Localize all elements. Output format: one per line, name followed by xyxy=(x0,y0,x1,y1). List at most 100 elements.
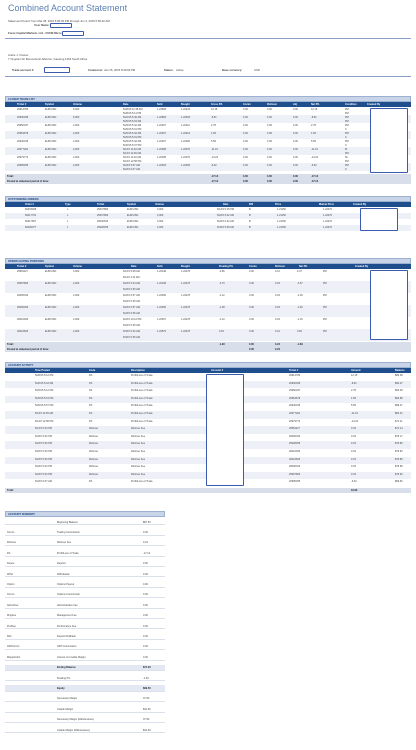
cell: EUR/USD xyxy=(45,164,57,167)
column-header: Amount xyxy=(351,369,361,373)
cell: 0.03 xyxy=(351,450,356,453)
cell: EUR/USD xyxy=(127,226,139,229)
cell: 0.00 xyxy=(293,116,298,119)
cell: B xyxy=(249,226,251,229)
cell: PM xyxy=(323,270,327,273)
summary-description: Equity xyxy=(57,686,65,690)
summary-row: Wthd Withdrawal 0.00 xyxy=(5,571,165,578)
summary-amount: 0.00 xyxy=(143,603,148,607)
cell: 1.22478 xyxy=(181,318,191,321)
cell: 1.22570 xyxy=(157,330,167,333)
summary-row: Necessary Margin (Maintenance) 37.50 xyxy=(5,717,165,723)
summary-amount: 0.00 xyxy=(143,655,148,659)
address-line: 7 Ongoles Str Broncohurst Alberton, Gaut… xyxy=(8,57,88,61)
cell: 2,000 xyxy=(73,156,80,159)
total-value: 0.00 xyxy=(249,343,254,346)
cell: L xyxy=(67,226,69,229)
closed-trade-row: 20979772 EUR/USD 2,000 6/1/15 11:02 AM 1.220… xyxy=(5,155,411,159)
column-header: Comm xyxy=(249,265,257,269)
closed-trade-row: 5/26/15 5:01 PM C xyxy=(5,135,411,139)
cell: 0.00 xyxy=(293,148,298,151)
cell: B xyxy=(249,220,251,223)
summary-row: Comm Options Commission 0.00 xyxy=(5,592,165,599)
cell: 1.22470 xyxy=(323,226,333,229)
cell: EUR/USD xyxy=(45,124,57,127)
total-value: -1.69 xyxy=(297,343,303,346)
cell: 2.78 xyxy=(351,389,356,393)
cell: 0.00 xyxy=(243,132,248,135)
open-position-row: 26024603 EUR/USD 2,000 6/3/15 5:42 AM 1.2257… xyxy=(5,329,411,335)
cell: $75.92 xyxy=(395,472,403,476)
cell: C xyxy=(345,144,347,147)
column-header: Symbol xyxy=(45,103,55,107)
closed-trade-row: 5/26/15 5:01 PM C xyxy=(5,127,411,131)
cell: 6/3/15 5:42 AM xyxy=(123,330,140,333)
cell: 1.83 xyxy=(311,132,316,135)
open-positions-section-label: OPEN/FLOATING POSITIONS xyxy=(8,260,44,264)
cell: 0.00 xyxy=(243,108,248,111)
cell: 60439077 xyxy=(25,226,37,229)
cell: EUR/USD xyxy=(45,318,57,321)
cell: 0.00 xyxy=(243,156,248,159)
cell: P/L xyxy=(89,412,93,415)
summary-code: ASPComm xyxy=(7,645,20,649)
summary-description: Deposit xyxy=(57,562,66,566)
cell: 6/2/15 5:44 AM xyxy=(123,282,140,285)
cell: Profit/Loss of Trade xyxy=(131,396,153,400)
header-divider xyxy=(5,38,411,39)
cell: EUR/USD xyxy=(45,306,57,309)
cell: C xyxy=(345,168,347,171)
cell: 0.00 xyxy=(293,132,298,135)
column-header: Sold xyxy=(157,103,163,107)
cell: -11.16 xyxy=(211,148,218,151)
closed-trade-row: 5/26/15 5:37 PM C xyxy=(5,143,411,147)
cell: 0.00 xyxy=(267,156,272,159)
cell: $75.80 xyxy=(395,442,403,446)
cell: 0.00 xyxy=(267,108,272,111)
column-header: Type xyxy=(65,203,71,207)
activity-row: 6/2/15 5:00 PM Rollover Rollover Fee 260169… xyxy=(5,449,411,457)
summary-amount: 0.00 xyxy=(143,624,148,628)
cell: 6/2/15 6:35 AM xyxy=(123,288,140,291)
cell: PM xyxy=(323,282,327,285)
cell: 20913786 xyxy=(289,374,301,377)
closed-trade-section: CLOSED TRADE LIST xyxy=(5,96,411,102)
cell: 1.83 xyxy=(351,396,356,400)
redacted-company-suffix xyxy=(62,30,84,36)
summary-amount: 0.00 xyxy=(143,645,148,649)
redacted-account-number xyxy=(44,67,70,73)
cell: 1.22863 xyxy=(157,116,167,119)
activity-header: Time Posted Code Description Account # Ticke… xyxy=(5,368,411,373)
summary-description: Administrative Fee xyxy=(57,603,78,607)
summary-row: Ending Balance $71.33 xyxy=(5,664,165,671)
account-info-divider xyxy=(5,76,411,77)
cell: P/L xyxy=(89,404,93,408)
order-row: 60333468 L 25437893 EUR/USD 3,000 6/1/15 5:15… xyxy=(5,207,411,213)
cell: 6/1/15 11:02 AM xyxy=(123,156,142,159)
open-position-row: 26006293 EUR/USD 2,000 6/2/15 6:57 AM 1.2235… xyxy=(5,305,411,311)
account-summary-section: ACCOUNT SUMMARY xyxy=(5,511,165,517)
closed-trade-row: 20977261 EUR/USD 2,000 6/1/15 11:02 AM 1.220… xyxy=(5,147,411,151)
cell: 0.00 xyxy=(249,282,254,285)
cell: EUR/USD xyxy=(45,140,57,143)
base-currency-label: Base currency: xyxy=(222,68,243,72)
cell: 26005343 xyxy=(17,294,29,297)
cell: 0.00 xyxy=(243,140,248,143)
cell: SL xyxy=(345,156,349,159)
total-value: 0.00 xyxy=(249,348,254,351)
cell: 0.00 xyxy=(293,164,298,167)
cell: 6/2/15 6:35 AM xyxy=(123,300,140,303)
cell: 0.06 xyxy=(267,132,272,135)
cell: 6/1/15 5:08 AM xyxy=(123,270,140,273)
cell: 6/2/15 6:07 AM xyxy=(35,480,52,484)
total-value: 0.24 xyxy=(275,343,280,346)
cell: EUR/USD xyxy=(45,330,57,333)
cell: 2,000 xyxy=(73,132,80,135)
cell: 1.22366 xyxy=(157,294,167,297)
cell: EUR/USD xyxy=(45,116,57,119)
cell: Rollover xyxy=(89,434,99,438)
cell: PM xyxy=(345,112,349,115)
cell: 1.22350 xyxy=(157,306,167,309)
cell: 6/1/15 12:58 PM xyxy=(123,160,142,163)
base-currency-value: USD xyxy=(254,68,260,72)
